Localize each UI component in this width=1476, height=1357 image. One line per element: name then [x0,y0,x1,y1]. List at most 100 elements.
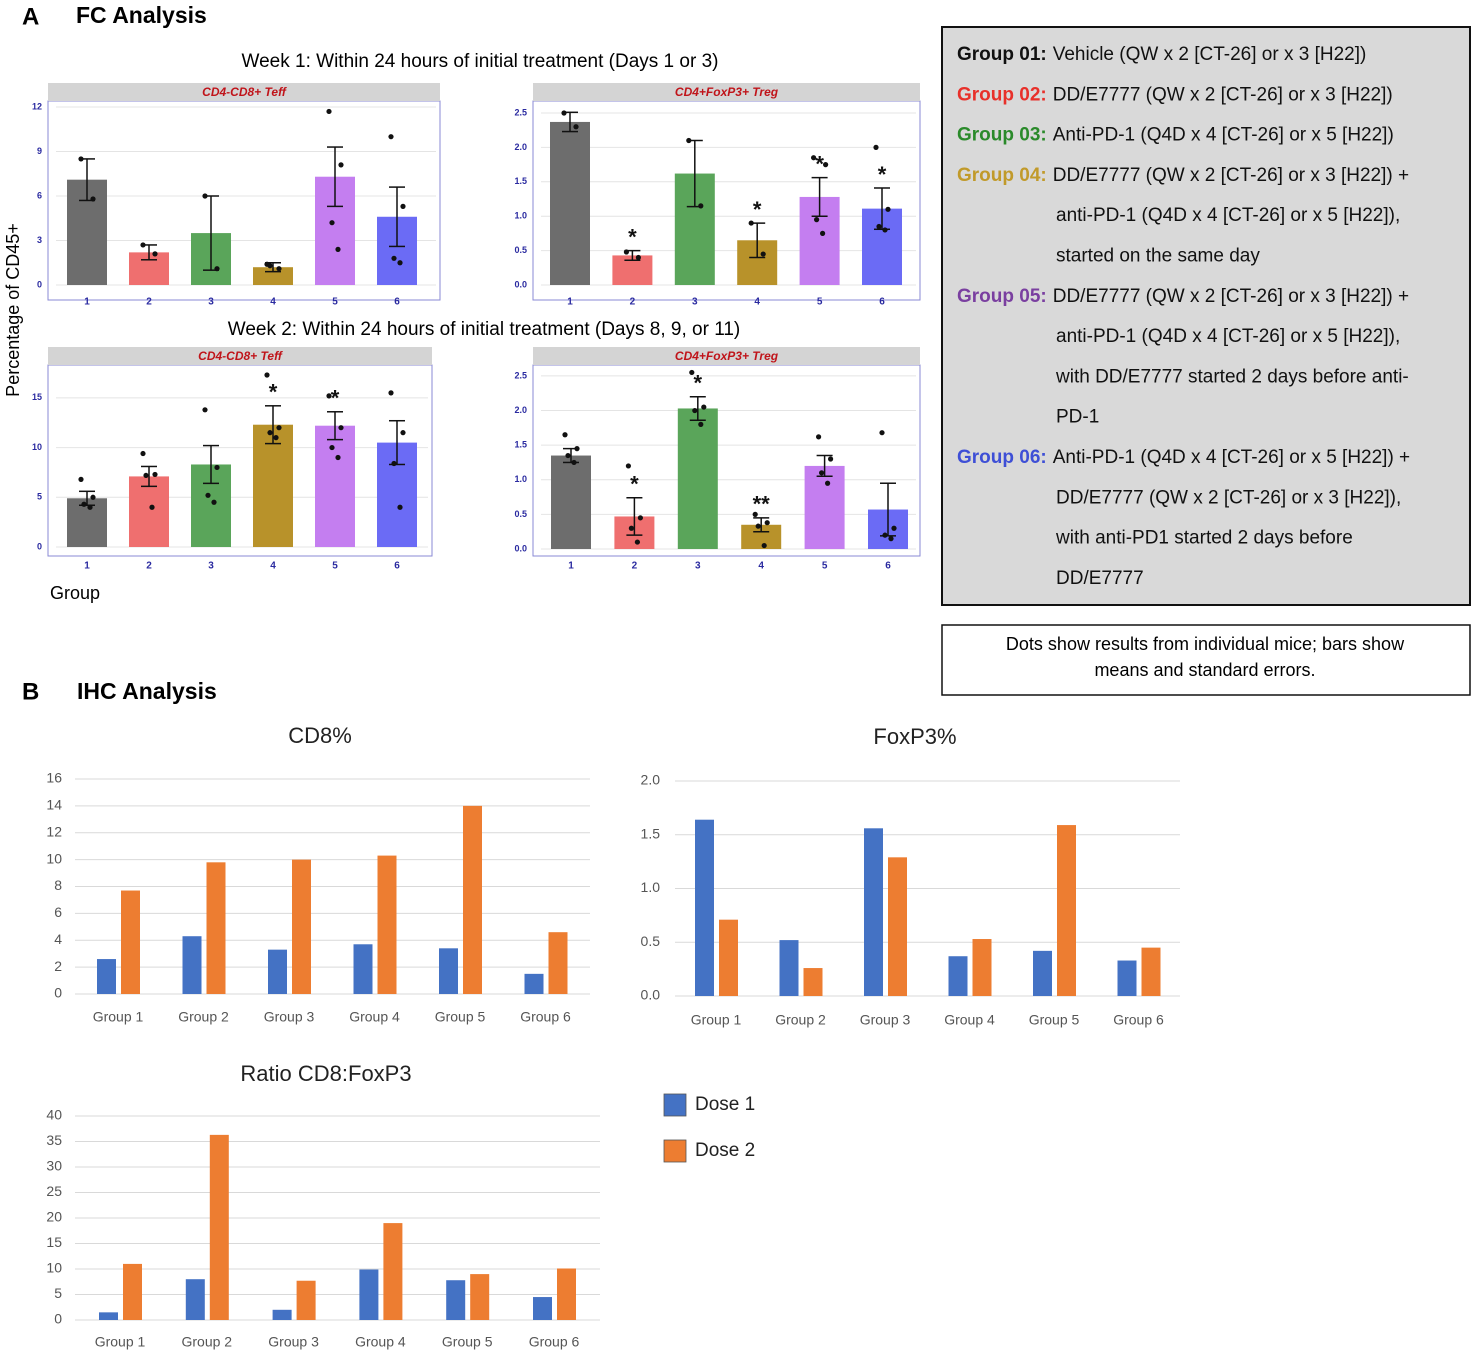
x-tick-label: 6 [879,297,885,308]
y-tick-label: 6 [54,904,62,920]
data-point [338,162,344,168]
y-tick-label: 8 [54,877,62,893]
x-tick-label: Group 4 [349,1009,400,1025]
significance: * [753,197,762,222]
x-tick-label: 1 [84,561,90,572]
y-tick-label: 15 [32,392,42,402]
data-point [326,108,332,115]
bar [182,936,202,994]
x-tick-label: Group 2 [178,1009,229,1025]
y-tick-label: 0 [54,985,62,1001]
y-tick-label: 10 [46,850,62,866]
bar [383,1223,403,1320]
x-axis-label: Group [50,583,100,603]
bar [557,1268,576,1320]
y-tick-label: 16 [46,770,62,786]
legend-group-text: started on the same day [1056,246,1260,267]
data-point [561,110,567,116]
panel-letter: A [22,3,39,30]
data-point [686,137,692,144]
x-tick-label: 6 [394,297,400,308]
bar [292,859,311,994]
x-tick-label: Group 3 [264,1009,315,1025]
data-point [882,227,888,233]
data-point [267,263,273,269]
x-tick-label: 5 [817,297,823,308]
data-point [571,459,577,466]
bar [97,959,116,994]
y-tick-label: 35 [46,1132,62,1148]
data-point [689,369,695,376]
x-tick-label: 3 [208,561,214,572]
bar [67,498,107,547]
plot-frame [532,364,921,557]
x-tick-label: 1 [84,297,90,308]
x-tick-label: 5 [332,297,338,308]
data-point [326,393,332,399]
bar [972,939,992,996]
legend-group-text: with anti-PD1 started 2 days before [1055,528,1353,549]
data-point [87,504,93,510]
data-point [90,196,96,202]
x-tick-label: Group 3 [268,1334,319,1350]
data-point [565,452,571,459]
chart-header [48,83,440,101]
data-point [891,525,897,531]
y-tick-label: 4 [54,931,62,947]
chart-title: CD4+FoxP3+ Treg [675,349,779,363]
data-point [823,162,829,168]
bar [315,425,355,547]
y-tick-label: 20 [46,1209,62,1225]
x-tick-label: 5 [332,561,338,572]
y-tick-label: 2.5 [514,370,527,380]
x-tick-label: Group 3 [860,1012,911,1028]
x-tick-label: 4 [758,561,764,572]
data-point [748,220,754,226]
y-tick-label: 12 [32,101,42,111]
x-tick-label: Group 5 [442,1334,493,1350]
data-point [90,494,96,500]
y-tick-label: 0 [54,1311,62,1327]
data-point [562,432,568,438]
data-point [338,425,344,431]
x-tick-label: 2 [632,561,638,572]
y-tick-label: 1.5 [514,176,527,186]
chart-title: CD4+FoxP3+ Treg [675,85,779,99]
data-point [692,407,698,414]
y-tick-label: 0.5 [514,509,527,519]
data-point [140,242,146,248]
panel-title: IHC Analysis [77,678,217,704]
chart-title: FoxP3% [873,724,956,749]
bar [209,1134,229,1320]
x-tick-label: Group 2 [182,1334,233,1350]
data-point [825,480,831,486]
y-tick-label: 12 [46,823,62,839]
bar [1057,825,1076,996]
panel-letter: B [22,678,39,705]
chart-title: Ratio CD8:FoxP3 [240,1061,411,1086]
y-tick-label: 10 [32,442,42,452]
data-point [202,407,208,413]
data-point [276,266,282,272]
x-tick-label: 6 [885,561,891,572]
significance: * [630,472,639,497]
y-tick-label: 2.0 [514,142,527,152]
y-tick-label: 1.0 [641,879,661,895]
data-point [276,425,282,431]
data-point [761,542,767,549]
data-point [625,463,632,469]
x-tick-label: 6 [394,561,400,572]
data-point [635,254,642,261]
significance: * [628,224,637,249]
x-tick-label: 4 [270,297,276,308]
y-tick-label: 5 [54,1285,62,1301]
data-point [573,124,579,130]
bar [779,940,799,996]
bar [864,828,883,996]
legend-group-text: PD-1 [1056,407,1099,428]
legend-group-label: Group 01: [957,44,1047,65]
x-tick-label: 4 [754,297,760,308]
data-point [698,421,704,427]
y-tick-label: 15 [46,1234,62,1250]
bar [948,956,968,996]
